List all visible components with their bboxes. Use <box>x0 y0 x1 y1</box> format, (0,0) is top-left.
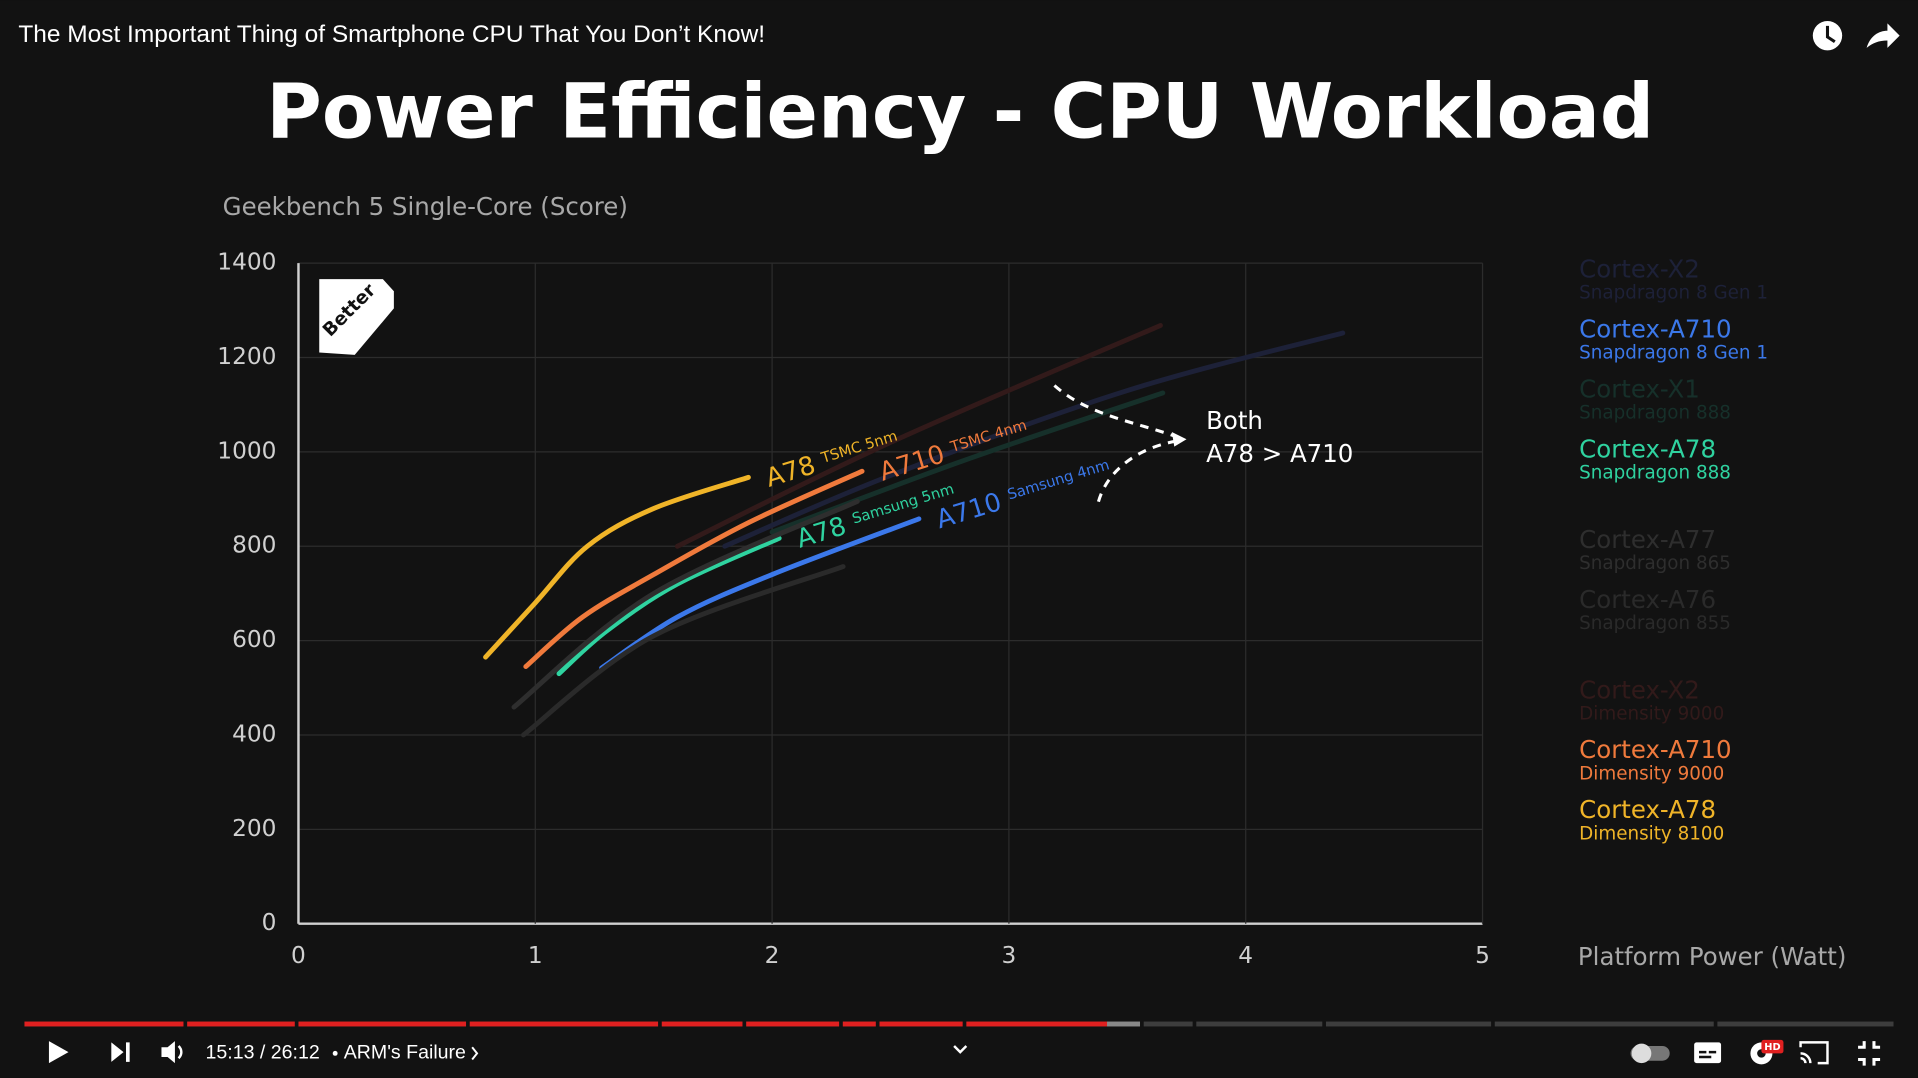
chart-title: Power Efficiency - CPU Workload <box>266 67 1654 155</box>
x-axis-label: Platform Power (Watt) <box>1578 942 1846 971</box>
legend-name: Cortex-A78 <box>1579 795 1716 824</box>
legend-name: Cortex-A77 <box>1579 525 1716 554</box>
y-tick-label: 800 <box>232 532 276 559</box>
progress-bar[interactable] <box>24 1020 1894 1028</box>
series-line <box>523 468 865 670</box>
legend-name: Cortex-A710 <box>1579 735 1731 764</box>
y-tick-label: 200 <box>232 815 276 842</box>
cast-button[interactable] <box>1799 1041 1829 1065</box>
volume-button[interactable] <box>161 1041 183 1064</box>
series-line <box>599 516 922 671</box>
y-tick-label: 1000 <box>217 437 276 464</box>
legend-name: Cortex-X1 <box>1579 374 1700 403</box>
legend-chip: Snapdragon 855 <box>1579 613 1731 634</box>
chapter-title[interactable]: ARM's Failure <box>344 1042 466 1064</box>
legend-name: Cortex-A710 <box>1579 314 1731 343</box>
legend-chip: Snapdragon 8 Gen 1 <box>1579 283 1768 304</box>
legend-chip: Snapdragon 888 <box>1579 463 1731 484</box>
video-title[interactable]: The Most Important Thing of Smartphone C… <box>18 21 765 48</box>
series-line <box>674 322 1163 549</box>
annotation-line: A78 > A710 <box>1206 439 1353 468</box>
next-button[interactable] <box>111 1042 130 1062</box>
better-badge: Better <box>319 279 394 355</box>
hd-badge: HD <box>1764 1042 1780 1053</box>
legend-chip: Dimensity 8100 <box>1579 823 1724 844</box>
chapter-chevron[interactable] <box>471 1046 479 1061</box>
autoplay-toggle[interactable] <box>1630 1043 1670 1064</box>
x-tick-label: 3 <box>1002 942 1017 969</box>
legend-name: Cortex-A78 <box>1579 434 1716 463</box>
series-line <box>511 498 860 710</box>
y-tick-label: 400 <box>232 720 276 747</box>
legend-chip: Snapdragon 8 Gen 1 <box>1579 343 1768 364</box>
legend-chip: Snapdragon 888 <box>1579 403 1731 424</box>
x-tick-label: 0 <box>291 942 306 969</box>
series-line <box>769 390 1166 535</box>
watch-later-icon[interactable] <box>1812 20 1843 51</box>
share-icon[interactable] <box>1866 23 1900 48</box>
series-line <box>722 330 1346 549</box>
series-line <box>556 535 782 677</box>
expand-chevron[interactable] <box>953 1045 968 1054</box>
y-tick-label: 600 <box>232 626 276 653</box>
separator-dot <box>332 1050 338 1056</box>
legend-name: Cortex-X2 <box>1579 255 1700 284</box>
annotation-line: Both <box>1206 406 1263 435</box>
legend-chip: Dimensity 9000 <box>1579 763 1724 784</box>
time-display: 15:13 / 26:12 <box>206 1042 320 1064</box>
x-tick-label: 2 <box>765 942 780 969</box>
y-tick-label: 0 <box>262 909 277 936</box>
subtitles-button[interactable] <box>1694 1042 1722 1064</box>
x-tick-label: 5 <box>1475 942 1490 969</box>
legend-name: Cortex-A76 <box>1579 585 1716 614</box>
play-button[interactable] <box>48 1041 69 1064</box>
x-tick-label: 4 <box>1238 942 1253 969</box>
arrow-head <box>1171 431 1187 447</box>
legend-name: Cortex-X2 <box>1579 675 1700 704</box>
legend-chip: Dimensity 9000 <box>1579 704 1724 725</box>
legend-chip: Snapdragon 865 <box>1579 553 1731 574</box>
series-line <box>483 474 751 660</box>
y-tick-label: 1200 <box>217 343 276 370</box>
exit-fullscreen-button[interactable] <box>1858 1041 1881 1066</box>
series-line <box>520 564 846 738</box>
annotation-arrows <box>1053 384 1181 503</box>
x-tick-label: 1 <box>528 942 543 969</box>
y-axis-label: Geekbench 5 Single-Core (Score) <box>223 192 628 221</box>
y-tick-label: 1400 <box>217 249 276 276</box>
settings-button[interactable]: HD <box>1750 1039 1784 1065</box>
